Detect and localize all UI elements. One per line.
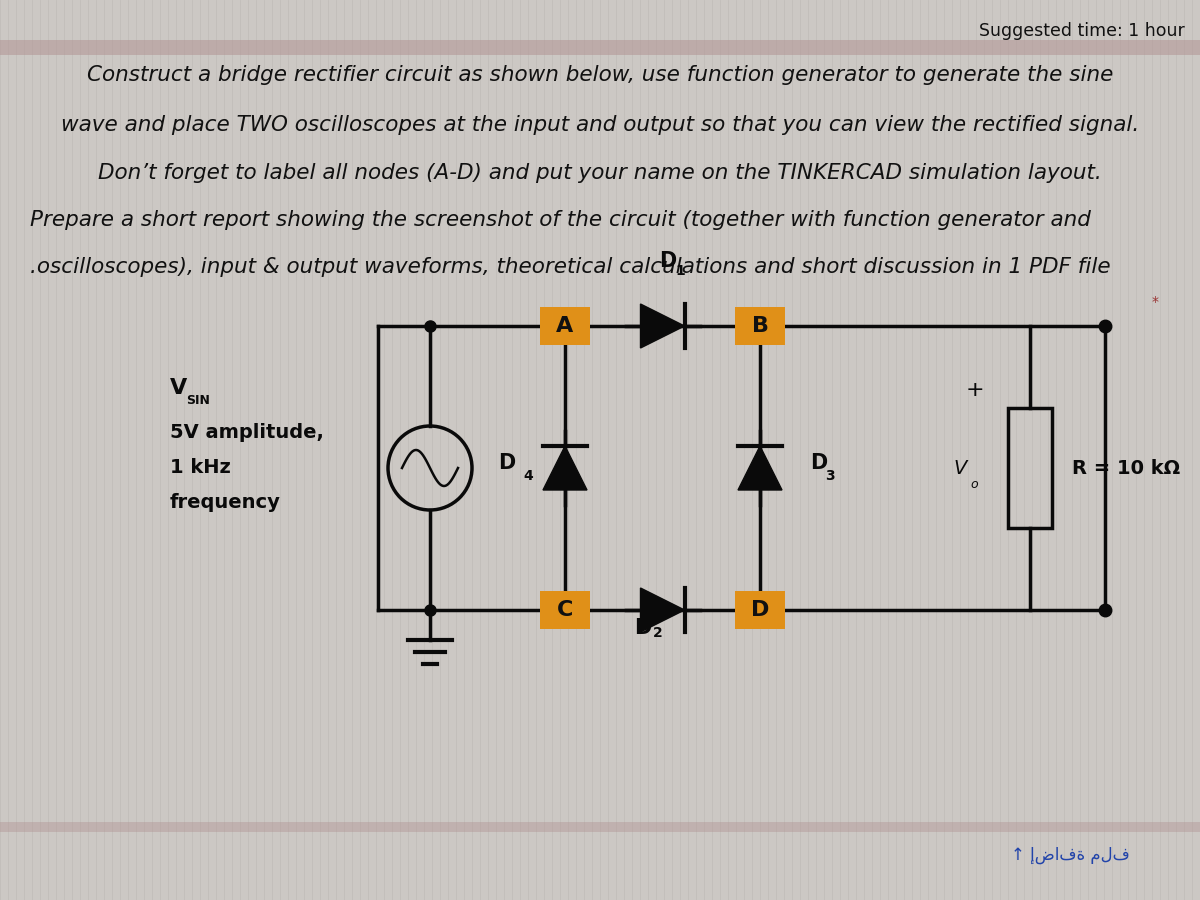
Text: D: D bbox=[751, 600, 769, 620]
Text: R = 10 kΩ: R = 10 kΩ bbox=[1072, 458, 1180, 478]
Polygon shape bbox=[738, 446, 782, 490]
Bar bbox=[734, 307, 785, 345]
Text: 5V amplitude,: 5V amplitude, bbox=[170, 423, 324, 442]
Text: SIN: SIN bbox=[186, 394, 210, 407]
Text: V: V bbox=[170, 378, 187, 398]
Text: Don’t forget to label all nodes (A-D) and put your name on the TINKERCAD simulat: Don’t forget to label all nodes (A-D) an… bbox=[98, 163, 1102, 183]
Bar bbox=[0, 40, 1200, 55]
Text: B: B bbox=[751, 316, 768, 336]
Bar bbox=[734, 591, 785, 629]
Text: D: D bbox=[810, 453, 827, 473]
Text: ↑ إضافة ملف: ↑ إضافة ملف bbox=[1012, 846, 1130, 864]
Text: Construct a bridge rectifier circuit as shown below, use function generator to g: Construct a bridge rectifier circuit as … bbox=[86, 65, 1114, 85]
Text: 2: 2 bbox=[653, 626, 662, 640]
Bar bbox=[1008, 408, 1052, 528]
Bar bbox=[540, 307, 590, 345]
Polygon shape bbox=[641, 304, 684, 348]
Text: 4: 4 bbox=[523, 469, 533, 483]
Text: C: C bbox=[557, 600, 574, 620]
Text: 1: 1 bbox=[676, 264, 685, 278]
Polygon shape bbox=[542, 446, 587, 490]
Text: D: D bbox=[634, 618, 652, 638]
Text: .oscilloscopes), input & output waveforms, theoretical calculations and short di: .oscilloscopes), input & output waveform… bbox=[30, 257, 1111, 277]
Text: +: + bbox=[966, 380, 984, 400]
Text: 3: 3 bbox=[826, 469, 835, 483]
Text: wave and place TWO oscilloscopes at the input and output so that you can view th: wave and place TWO oscilloscopes at the … bbox=[61, 115, 1139, 135]
Text: 1 kHz: 1 kHz bbox=[170, 458, 230, 477]
Text: Prepare a short report showing the screenshot of the circuit (together with func: Prepare a short report showing the scree… bbox=[30, 210, 1091, 230]
Text: D: D bbox=[659, 251, 676, 271]
Text: D: D bbox=[498, 453, 515, 473]
Text: *: * bbox=[1152, 295, 1158, 309]
Text: Suggested time: 1 hour: Suggested time: 1 hour bbox=[979, 22, 1186, 40]
Text: frequency: frequency bbox=[170, 493, 281, 512]
Text: V: V bbox=[953, 458, 967, 478]
Polygon shape bbox=[641, 588, 684, 632]
Bar bbox=[0, 822, 1200, 832]
Text: o: o bbox=[970, 478, 978, 491]
Bar bbox=[540, 591, 590, 629]
Text: A: A bbox=[557, 316, 574, 336]
